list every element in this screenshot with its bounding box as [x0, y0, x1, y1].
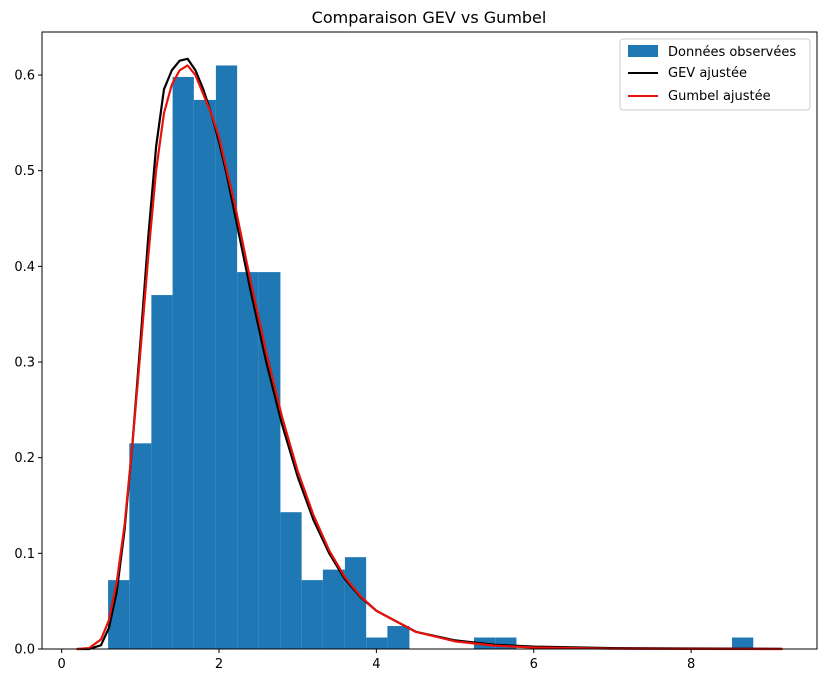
- histogram-bar-8: [280, 512, 302, 649]
- histogram-bar-11: [344, 557, 367, 649]
- plot-area: 0 2 4 6 8 0.0 0.1 0.2 0.3 0.4 0.5 0.6: [14, 31, 818, 672]
- legend-label-observed: Données observées: [668, 45, 796, 60]
- x-tick-label-2: 4: [372, 657, 380, 672]
- x-tick-label-3: 6: [530, 657, 538, 672]
- fit-lines: [76, 57, 783, 651]
- histogram-bar-2: [151, 295, 173, 649]
- histogram-bar-10: [322, 569, 345, 649]
- histogram-bar-6: [237, 272, 259, 649]
- y-tick-label-1: 0.1: [14, 547, 35, 562]
- x-tick-label-0: 0: [58, 657, 66, 672]
- y-tick-label-4: 0.4: [14, 260, 35, 275]
- series-line-gumbel: [76, 64, 783, 651]
- legend-label-gumbel: Gumbel ajustée: [668, 89, 771, 104]
- histogram-bar-16: [732, 637, 754, 649]
- legend: Données observées GEV ajustée Gumbel aju…: [619, 38, 811, 111]
- y-tick-label-3: 0.3: [14, 356, 35, 371]
- histogram-bars: [108, 65, 754, 650]
- histogram-bar-12: [366, 637, 388, 649]
- histogram-bar-4: [193, 99, 216, 649]
- histogram-bar-7: [258, 272, 281, 649]
- histogram-bar-15: [495, 637, 517, 649]
- x-tick-label-4: 8: [687, 657, 695, 672]
- y-axis: 0.0 0.1 0.2 0.3 0.4 0.5 0.6: [14, 69, 42, 658]
- chart-title: Comparaison GEV vs Gumbel: [312, 8, 547, 27]
- plot-frame: [41, 31, 818, 650]
- x-axis: 0 2 4 6 8: [58, 649, 695, 672]
- legend-box: [619, 38, 811, 111]
- x-tick-label-1: 2: [215, 657, 223, 672]
- histogram-bar-9: [301, 580, 323, 649]
- legend-label-gev: GEV ajustée: [668, 66, 747, 81]
- histogram-bar-1: [129, 443, 152, 649]
- y-tick-label-6: 0.6: [14, 69, 35, 84]
- histogram-bar-5: [215, 65, 238, 650]
- histogram-bar-3: [172, 76, 194, 649]
- y-tick-label-5: 0.5: [14, 164, 35, 179]
- y-tick-label-0: 0.0: [14, 643, 35, 658]
- histogram-bar-13: [387, 626, 410, 649]
- y-tick-label-2: 0.2: [14, 451, 35, 466]
- legend-swatch-observed: [628, 45, 658, 57]
